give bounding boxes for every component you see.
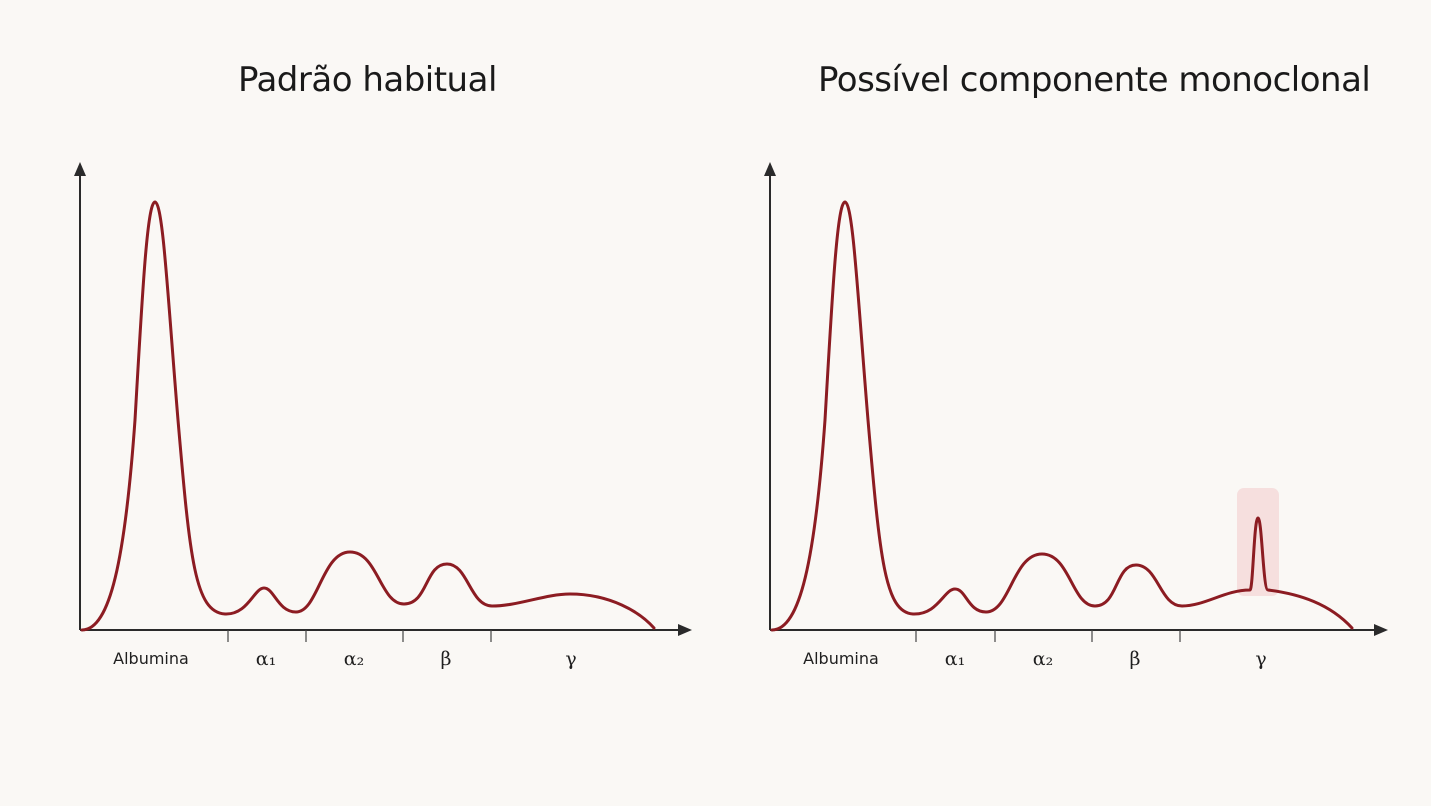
- label-alpha2: α₂: [344, 648, 364, 670]
- label-gamma-m: γ: [1255, 648, 1266, 670]
- fraction-dividers-normal: [227, 630, 492, 642]
- x-axis-arrow-normal: [678, 624, 692, 636]
- protein-curve-normal: [80, 200, 656, 632]
- label-albumin: Albumina: [113, 649, 189, 668]
- label-beta: β: [441, 648, 452, 670]
- panel-title-monoclonal: Possível componente monoclonal: [818, 60, 1371, 100]
- fraction-labels-normal: Albumina α₁ α₂ β γ: [113, 648, 577, 670]
- label-alpha1-m: α₁: [945, 648, 965, 670]
- monoclonal-spike-highlight: [1237, 488, 1279, 596]
- label-gamma: γ: [565, 648, 576, 670]
- panel-title-normal: Padrão habitual: [238, 60, 497, 100]
- fraction-labels-monoclonal: Albumina α₁ α₂ β γ: [803, 648, 1267, 670]
- fraction-dividers-monoclonal: [915, 630, 1181, 642]
- label-alpha2-m: α₂: [1033, 648, 1053, 670]
- axes-normal: [74, 162, 692, 636]
- y-axis-arrow-normal: [74, 162, 86, 176]
- x-axis-arrow-monoclonal: [1374, 624, 1388, 636]
- axes-monoclonal: [764, 162, 1388, 636]
- label-alpha1: α₁: [256, 648, 276, 670]
- protein-curve-monoclonal: [770, 200, 1354, 632]
- y-axis-arrow-monoclonal: [764, 162, 776, 176]
- label-beta-m: β: [1130, 648, 1141, 670]
- label-albumin-m: Albumina: [803, 649, 879, 668]
